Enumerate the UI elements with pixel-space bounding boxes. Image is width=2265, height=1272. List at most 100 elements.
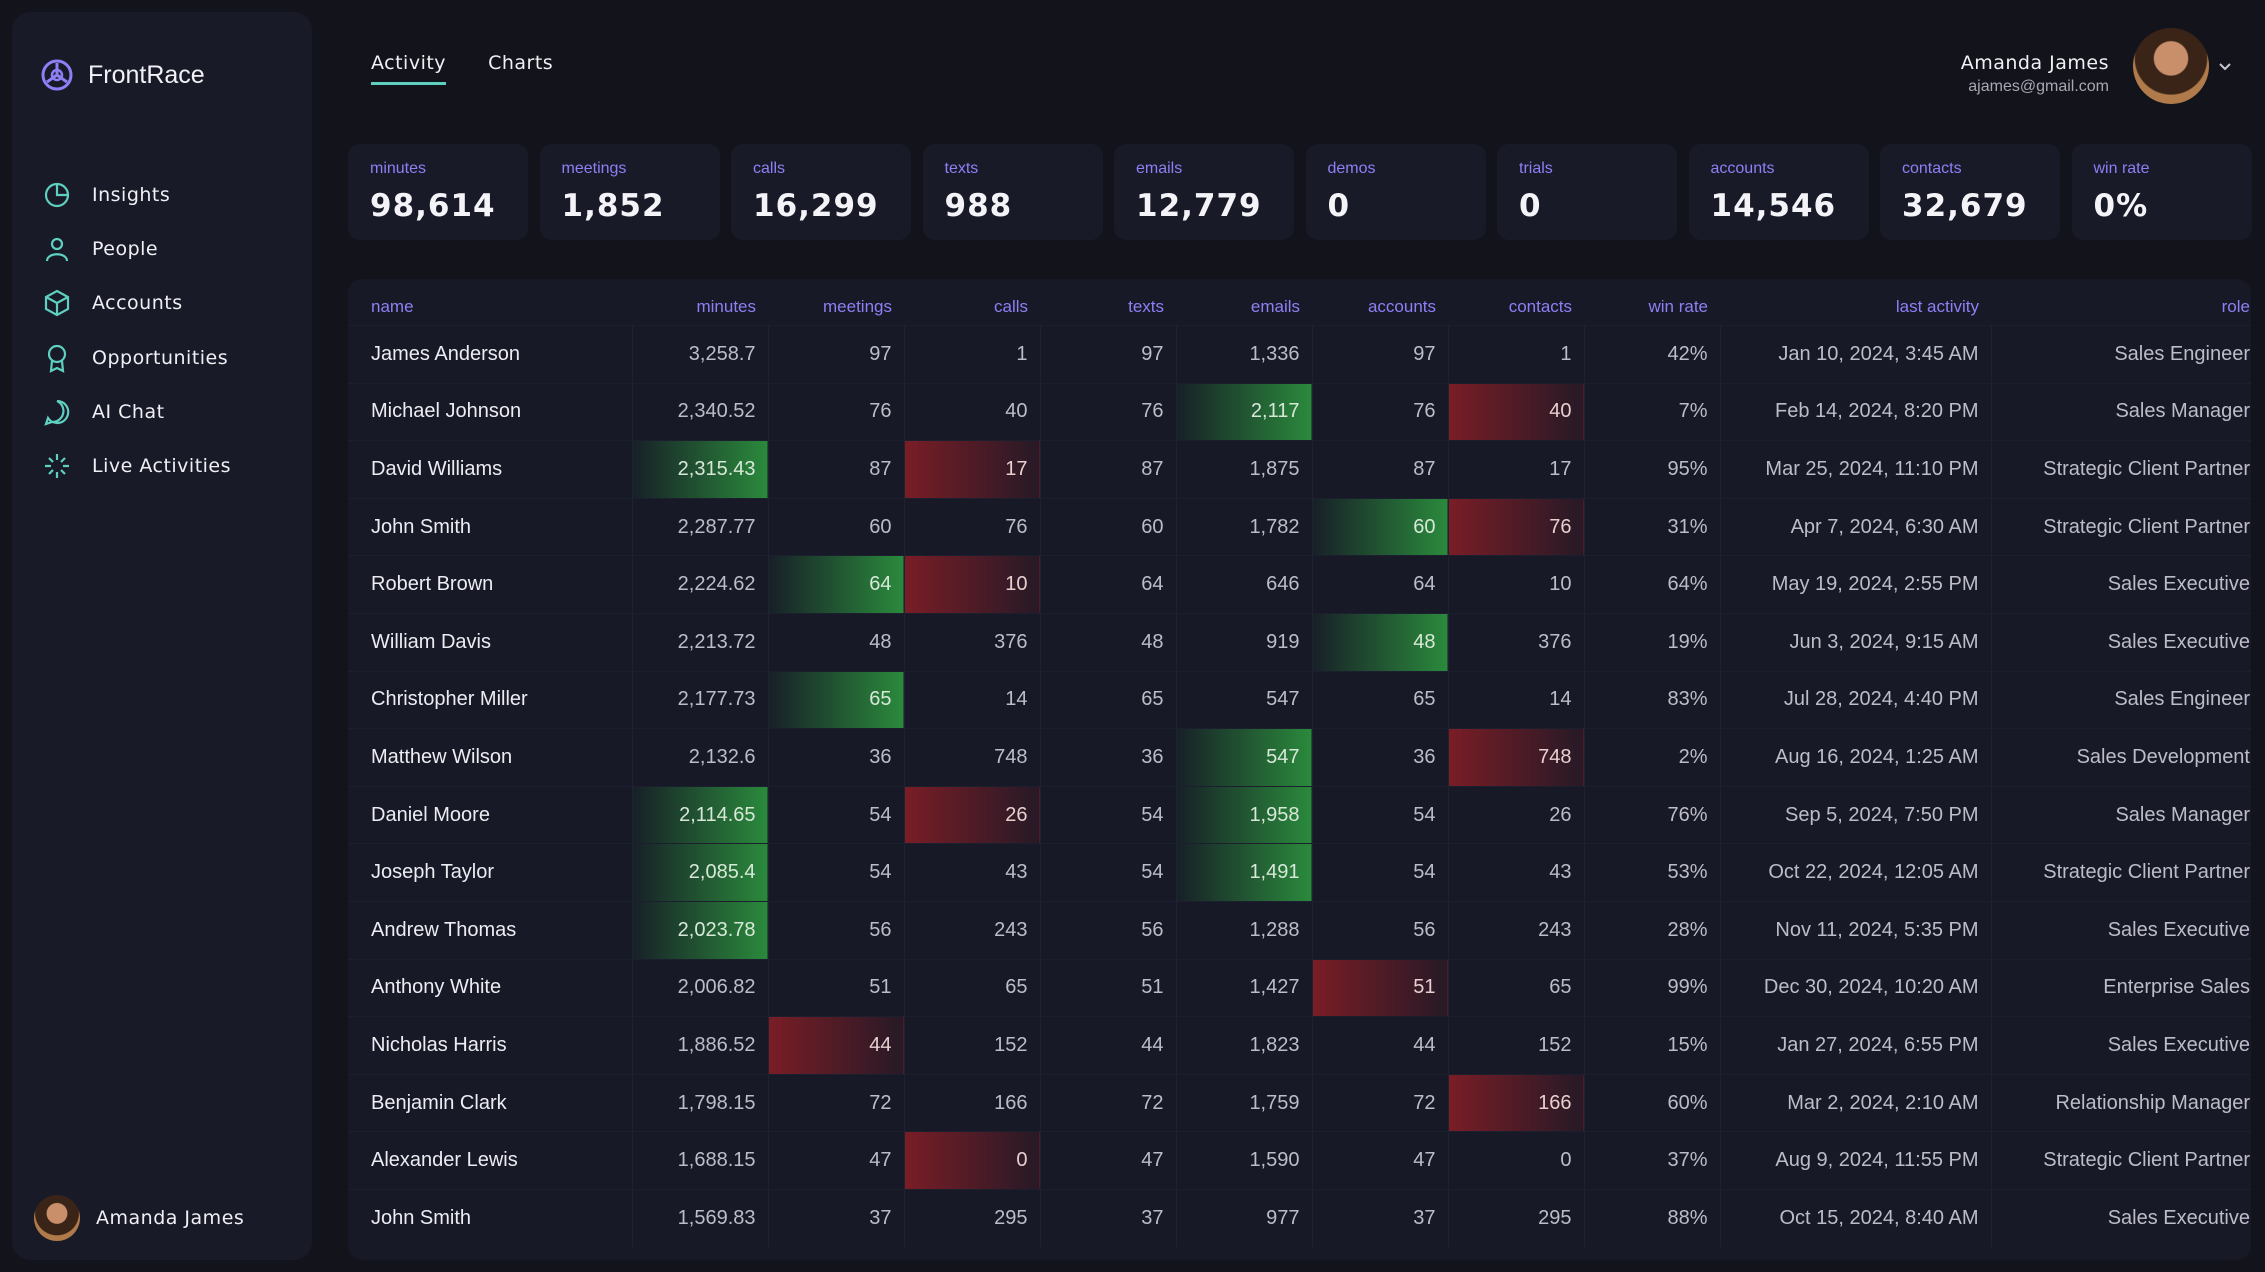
table-cell: 56 (1039, 900, 1176, 960)
stat-value: 32,679 (1902, 188, 2028, 224)
table-row[interactable]: Joseph Taylor 2,085.4 54 43 54 1,491 54 43 53% Oc… (348, 843, 2251, 902)
table-panel: name minutes meetings calls texts emails accou… (348, 279, 2251, 1260)
table-cell: 1,590 (1175, 1131, 1312, 1190)
table-cell: 37 (1311, 1188, 1448, 1247)
table-row[interactable]: Alexander Lewis 1,688.15 47 0 47 1,590 47 0 37% A… (348, 1131, 2251, 1190)
table-cell: 72 (767, 1073, 904, 1132)
brand[interactable]: FrontRace (40, 58, 205, 92)
table-row[interactable]: Anthony White 2,006.82 51 65 51 1,427 51 65 99% D… (348, 958, 2251, 1017)
table-cell: Apr 7, 2024, 6:30 AM (1719, 497, 1991, 556)
top-user[interactable]: Amanda James ajames@gmail.com (1961, 52, 2109, 96)
stat-label: meetings (561, 160, 627, 177)
table-cell: Sales Executive (1990, 612, 2251, 672)
user-name: Amanda James (1960, 52, 2109, 74)
table-cell: Relationship Manager (1990, 1073, 2251, 1132)
table-cell: 1,288 (1175, 900, 1312, 960)
table-cell: 748 (903, 728, 1040, 787)
nav-item[interactable]: Opportunities (42, 331, 231, 385)
table-cell: 65 (767, 670, 904, 729)
table-row[interactable]: John Smith 2,287.77 60 76 60 1,782 60 76 31% Apr … (348, 497, 2251, 556)
table-cell: 31% (1583, 497, 1720, 556)
nav-item[interactable]: People (42, 222, 231, 276)
table-cell: 87 (767, 440, 904, 499)
table-row[interactable]: John Smith 1,569.83 37 295 37 977 37 295 88% Oct … (348, 1188, 2251, 1247)
table-cell: Sales Manager (1990, 382, 2251, 441)
table-row[interactable]: Benjamin Clark 1,798.15 72 166 72 1,759 72 166 6… (348, 1073, 2251, 1132)
table-cell: 166 (903, 1073, 1040, 1132)
nav-item[interactable]: Insights (42, 168, 231, 222)
table-cell: Alexander Lewis (348, 1131, 632, 1190)
avatar[interactable] (2133, 28, 2209, 104)
table-row[interactable]: Matthew Wilson 2,132.6 36 748 36 547 36 748 2% Au… (348, 728, 2251, 787)
table-cell: 748 (1447, 728, 1584, 787)
table-cell: Jul 28, 2024, 4:40 PM (1719, 670, 1991, 729)
table-row[interactable]: James Anderson 3,258.7 97 1 97 1,336 97 1 42% Jan… (348, 325, 2251, 384)
table-cell: Sales Executive (1990, 555, 2251, 614)
table-cell: 64% (1583, 555, 1720, 614)
table-row[interactable]: Christopher Miller 2,177.73 65 14 65 547 65 14 8… (348, 670, 2251, 729)
table-cell: 76% (1583, 785, 1720, 844)
table-cell: 64 (1311, 555, 1448, 614)
table-cell: 88% (1583, 1188, 1720, 1247)
table-cell: 7% (1583, 382, 1720, 441)
nav-icon (45, 238, 69, 262)
nav-item[interactable]: AI Chat (42, 385, 231, 439)
table-cell: 51 (1039, 958, 1176, 1017)
table-cell: 76 (767, 382, 904, 441)
table-cell: 1,427 (1175, 958, 1312, 1017)
table-cell: Michael Johnson (348, 382, 632, 441)
table-cell: 47 (1039, 1131, 1176, 1190)
chevron[interactable] (2217, 58, 2233, 74)
table-cell: Aug 16, 2024, 1:25 AM (1719, 728, 1991, 787)
table-row[interactable]: Nicholas Harris 1,886.52 44 152 44 1,823 44 152… (348, 1016, 2251, 1075)
table-cell: 36 (1039, 728, 1176, 787)
table-row[interactable]: William Davis 2,213.72 48 376 48 919 48 376 19% J… (348, 612, 2251, 672)
table-cell: 76 (1311, 382, 1448, 441)
table-cell: 243 (1447, 900, 1584, 960)
table-row[interactable]: Andrew Thomas 2,023.78 56 243 56 1,288 56 243 28… (348, 900, 2251, 960)
stat-value: 0 (1519, 188, 1542, 224)
table-cell: 1,886.52 (631, 1016, 768, 1075)
table-cell: Enterprise Sales (1990, 958, 2251, 1017)
table-cell: 37 (767, 1188, 904, 1247)
table-row[interactable]: Robert Brown 2,224.62 64 10 64 646 64 10 64% May … (348, 555, 2251, 614)
table-cell: 0 (903, 1131, 1040, 1190)
stat-label: emails (1136, 160, 1183, 177)
table-cell: 1,823 (1175, 1016, 1312, 1075)
sidebar-user[interactable]: Amanda James (34, 1195, 244, 1241)
column-header: role (2221, 297, 2250, 316)
table-row[interactable]: David Williams 2,315.43 87 17 87 1,875 87 17 95%… (348, 440, 2251, 499)
table-cell: 54 (767, 785, 904, 844)
table-cell: 47 (767, 1131, 904, 1190)
table-cell: Anthony White (348, 958, 632, 1017)
nav-item[interactable]: Accounts (42, 276, 231, 330)
table-cell: 1,798.15 (631, 1073, 768, 1132)
table-cell: 14 (1447, 670, 1584, 729)
table-cell: 1,688.15 (631, 1131, 768, 1190)
table-cell: David Williams (348, 440, 632, 499)
table-cell: Strategic Client Partner (1990, 440, 2251, 499)
table-row[interactable]: Michael Johnson 2,340.52 76 40 76 2,117 76 40 7%… (348, 382, 2251, 441)
table-cell: 60% (1583, 1073, 1720, 1132)
table-cell: 10 (903, 555, 1040, 614)
tab[interactable]: Charts (488, 52, 554, 74)
table-cell: 152 (903, 1016, 1040, 1075)
table-cell: 376 (1447, 612, 1584, 672)
stat-card: trials 0 (1497, 144, 1677, 240)
tab[interactable]: Activity (371, 52, 447, 85)
table-row[interactable]: Daniel Moore 2,114.65 54 26 54 1,958 54 26 76% Se… (348, 785, 2251, 844)
nav-label: Insights (92, 184, 171, 207)
table-cell: Mar 2, 2024, 2:10 AM (1719, 1073, 1991, 1132)
table-cell: Christopher Miller (348, 670, 632, 729)
stat-card: texts 988 (922, 144, 1103, 240)
table-cell: Benjamin Clark (348, 1073, 632, 1132)
table-cell: Mar 25, 2024, 11:10 PM (1719, 440, 1991, 499)
nav-item[interactable]: Live Activities (42, 439, 231, 493)
table-cell: 97 (767, 325, 904, 384)
nav-label: Live Activities (92, 455, 232, 478)
stat-value: 0% (2093, 188, 2149, 224)
table-cell: Sales Executive (1990, 1016, 2251, 1075)
table-cell: Aug 9, 2024, 11:55 PM (1719, 1131, 1991, 1190)
table-cell: 243 (903, 900, 1040, 960)
table-cell: 42% (1583, 325, 1720, 384)
